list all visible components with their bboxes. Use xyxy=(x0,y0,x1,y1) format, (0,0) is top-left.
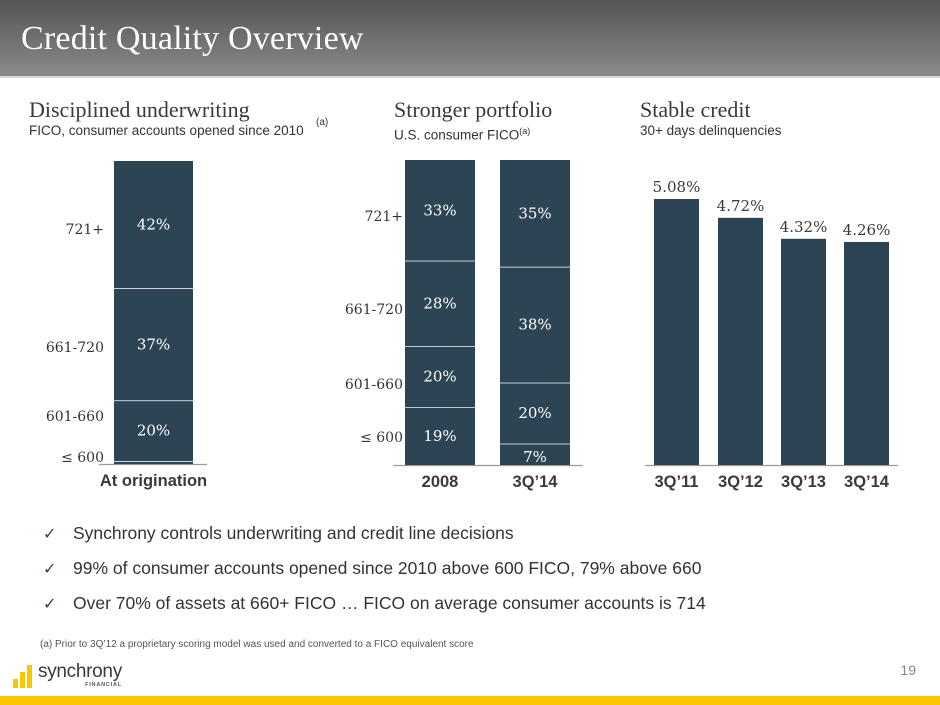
band-label: 721+ xyxy=(66,222,104,238)
segment-value-label: 38% xyxy=(518,316,551,334)
bar-segment-661-720 xyxy=(500,266,570,383)
segment-value-label: 20% xyxy=(518,404,551,422)
bar-segment-601-660 xyxy=(405,346,475,408)
band-label: 601-660 xyxy=(345,377,403,393)
checkmark-icon: ✓ xyxy=(43,560,57,578)
bar-segment-661-720 xyxy=(405,260,475,347)
bar-segment-601-660 xyxy=(114,400,193,461)
x-tick-label: 3Q’12 xyxy=(718,473,763,491)
panel-subheading: U.S. consumer FICO(a) xyxy=(394,123,552,144)
bar-segment-721- xyxy=(114,161,193,289)
bullet-item: ✓ Over 70% of assets at 660+ FICO … FICO … xyxy=(43,586,706,621)
panel-header-underwriting: Disciplined underwriting FICO, consumer … xyxy=(29,98,304,139)
bar-segment-661-720 xyxy=(114,288,193,401)
bar-segment-601-660 xyxy=(500,382,570,444)
page-number: 19 xyxy=(900,662,916,678)
bar-segment--600 xyxy=(500,443,570,465)
bullet-text: Synchrony controls underwriting and cred… xyxy=(73,523,514,543)
segment-value-label: 28% xyxy=(423,294,456,312)
footnote-mark: (a) xyxy=(316,117,329,128)
delinquency-bar xyxy=(844,241,889,465)
panel-subheading: FICO, consumer accounts opened since 201… xyxy=(29,123,304,138)
panel-heading: Disciplined underwriting xyxy=(29,97,250,122)
title-divider xyxy=(0,76,940,78)
title-bar: Credit Quality Overview xyxy=(0,0,940,76)
x-tick-label: 3Q’11 xyxy=(654,473,698,491)
band-label: 721+ xyxy=(365,209,403,225)
bar-segment--600 xyxy=(405,407,475,465)
bullet-item: ✓ Synchrony controls underwriting and cre… xyxy=(43,516,706,551)
band-label: 661-720 xyxy=(345,302,403,318)
segment-value-label: 20% xyxy=(423,368,456,386)
x-tick-label: 3Q’14 xyxy=(844,473,890,491)
segment-value-label: 20% xyxy=(137,422,170,440)
delinquency-bar xyxy=(781,238,826,465)
subheading-text: U.S. consumer FICO xyxy=(394,127,520,143)
synchrony-logo: synchrony FINANCIAL xyxy=(13,661,122,688)
band-label: 661-720 xyxy=(46,340,104,356)
checkmark-icon: ✓ xyxy=(43,525,57,543)
band-label: ≤ 600 xyxy=(61,450,104,466)
bar-value-label: 4.32% xyxy=(780,218,828,236)
logo-wordmark: synchrony xyxy=(38,661,122,682)
bar-segment-721- xyxy=(405,160,475,261)
bullet-text: 99% of consumer accounts opened since 20… xyxy=(73,558,702,578)
panel-header-portfolio: Stronger portfolio U.S. consumer FICO(a) xyxy=(394,98,552,144)
segment-value-label: 37% xyxy=(137,335,170,353)
band-label: 601-660 xyxy=(46,409,104,425)
panel-heading: Stable credit xyxy=(640,97,751,122)
page-title: Credit Quality Overview xyxy=(21,20,364,57)
bullet-item: ✓ 99% of consumer accounts opened since 2… xyxy=(43,551,706,586)
bar-value-label: 5.08% xyxy=(653,178,701,196)
footnote: (a) Prior to 3Q’12 a proprietary scoring… xyxy=(40,639,474,650)
accent-bar xyxy=(0,696,940,705)
x-tick-label: 3Q’14 xyxy=(513,473,559,491)
checkmark-icon: ✓ xyxy=(43,595,57,613)
footnote-mark: (a) xyxy=(519,126,531,136)
segment-value-label: 7% xyxy=(523,448,547,466)
charts-canvas: 1%20%37%42%At origination≤ 600601-660661… xyxy=(46,160,898,491)
bullet-list: ✓ Synchrony controls underwriting and cre… xyxy=(43,516,706,621)
panel-heading: Stronger portfolio xyxy=(394,97,553,122)
x-tick-label: At origination xyxy=(100,472,207,490)
bar-value-label: 4.26% xyxy=(843,221,891,239)
x-tick-label: 3Q’13 xyxy=(781,473,826,491)
segment-value-label: 42% xyxy=(137,216,170,234)
bullet-text: Over 70% of assets at 660+ FICO … FICO o… xyxy=(73,593,706,613)
bar-segment-721- xyxy=(500,160,570,267)
delinquency-bar xyxy=(718,217,763,465)
segment-value-label: 33% xyxy=(423,201,456,219)
logo-bars-icon xyxy=(13,665,34,688)
bar-value-label: 4.72% xyxy=(717,197,765,215)
segment-value-label: 35% xyxy=(518,204,551,222)
segment-value-label: 19% xyxy=(423,427,456,445)
panel-header-credit: Stable credit 30+ days delinquencies xyxy=(640,98,781,139)
panel-subheading: 30+ days delinquencies xyxy=(640,123,782,138)
bar-segment--600 xyxy=(114,460,193,464)
logo-subtext: FINANCIAL xyxy=(85,682,122,688)
delinquency-bar xyxy=(654,199,699,465)
band-label: ≤ 600 xyxy=(360,430,403,446)
x-tick-label: 2008 xyxy=(422,473,459,491)
